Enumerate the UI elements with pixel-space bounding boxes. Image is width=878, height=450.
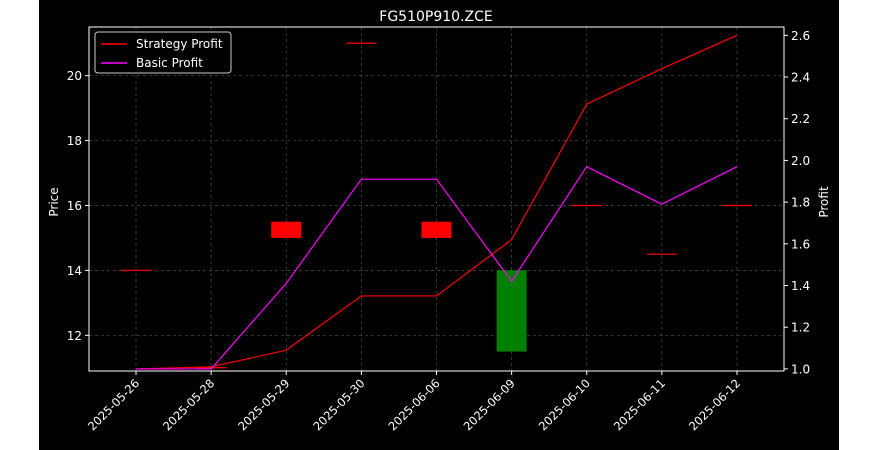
legend-label: Basic Profit xyxy=(136,56,203,70)
y-left-tick-label: 18 xyxy=(67,134,82,148)
y-left-tick-label: 14 xyxy=(67,264,82,278)
chart-title: FG510P910.ZCE xyxy=(379,9,492,25)
legend-box xyxy=(94,31,232,74)
y-right-tick-label: 1.2 xyxy=(791,321,810,335)
profit-lines xyxy=(135,34,738,370)
y-right-tick-label: 1.8 xyxy=(791,196,810,210)
price-candles xyxy=(121,42,752,369)
legend-label: Strategy Profit xyxy=(136,37,223,51)
y-left-tick-label: 12 xyxy=(67,329,82,343)
y-right-tick-label: 2.6 xyxy=(791,29,810,43)
y-right-tick-label: 1.0 xyxy=(791,362,810,376)
y-right-tick-label: 2.4 xyxy=(791,71,810,85)
profit-line xyxy=(136,165,738,370)
y-left-tick-label: 20 xyxy=(67,69,82,83)
profit-line xyxy=(135,34,738,370)
y-axis-right-label: Profit xyxy=(817,186,831,218)
grid-lines xyxy=(89,27,784,371)
y-axis-left-label: Price xyxy=(47,187,61,216)
y-left-tick-label: 16 xyxy=(67,199,82,213)
y-right-tick-label: 1.4 xyxy=(791,279,810,293)
candle-body xyxy=(271,221,302,238)
candle-body xyxy=(496,270,527,352)
candle-body xyxy=(421,221,452,238)
y-right-tick-label: 2.2 xyxy=(791,112,810,126)
y-right-tick-label: 1.6 xyxy=(791,237,810,251)
y-right-tick-label: 2.0 xyxy=(791,154,810,168)
legend: Strategy Profit Basic Profit xyxy=(94,31,232,74)
